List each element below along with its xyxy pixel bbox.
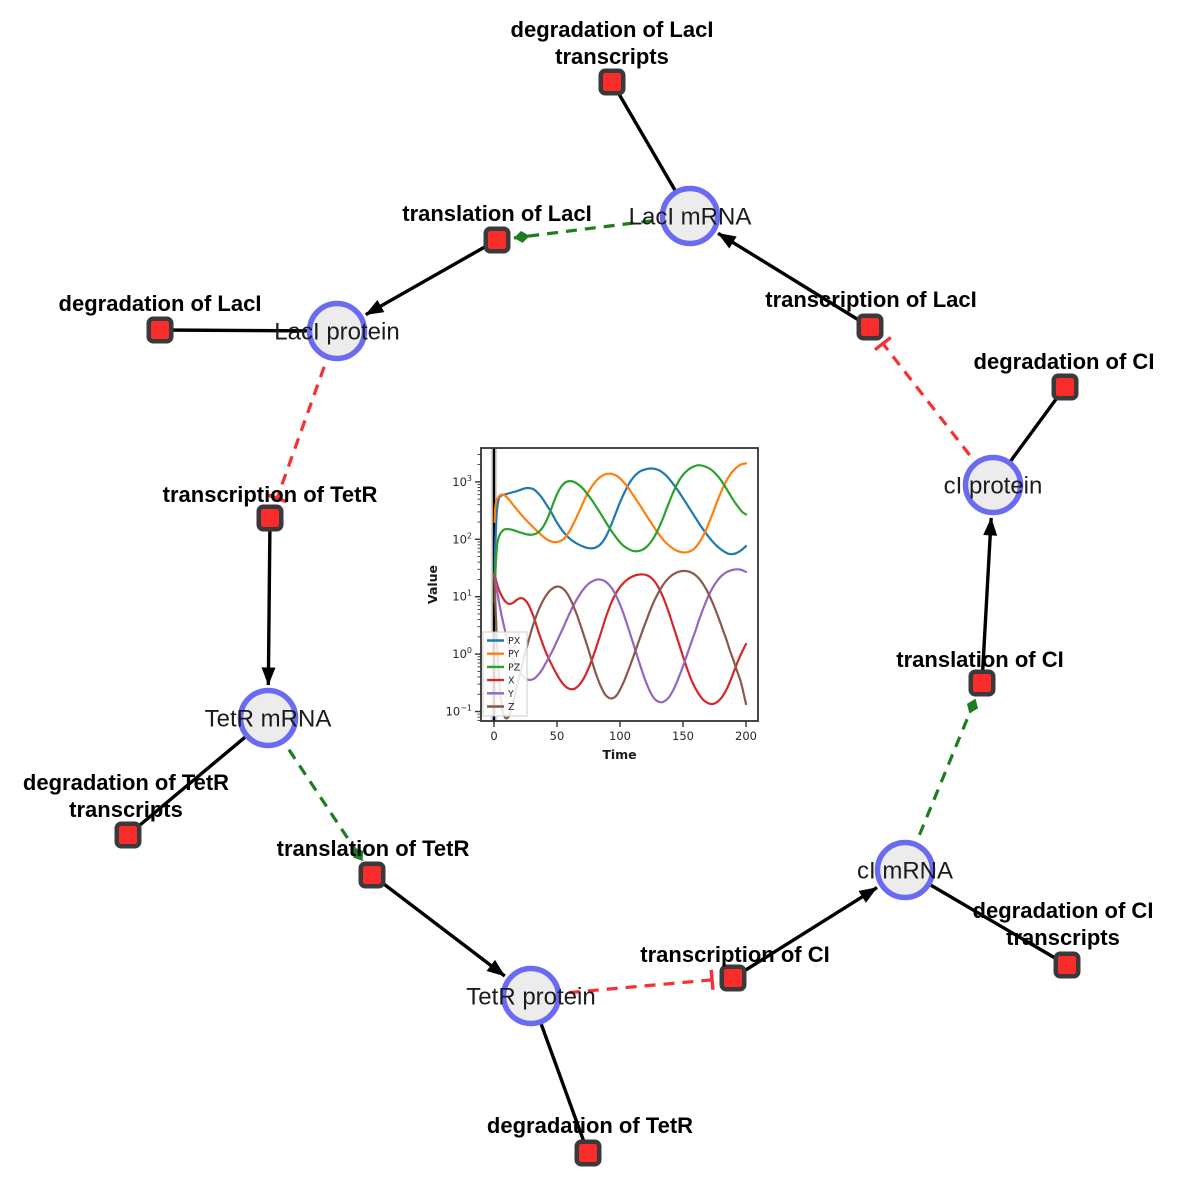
x-tick-label: 200 (735, 729, 757, 743)
chart-series-PY (493, 462, 748, 554)
legend-label-PX: PX (508, 636, 521, 647)
reaction-node-transl-laci (483, 226, 511, 254)
reaction-label-deg-laci-transcripts-line1: degradation of LacI (511, 17, 714, 42)
reaction-label-deg-laci-transcripts-line2: transcripts (555, 44, 669, 69)
timecourse-chart: 0 50 100 150 200Time10−1100101102103ValuePXP… (425, 428, 777, 768)
y-tick-label: 102 (452, 531, 472, 546)
y-tick-label: 101 (452, 589, 472, 604)
species-node-tetr-mrna (237, 687, 299, 749)
legend-label-PZ: PZ (508, 662, 521, 673)
reaction-node-tx-laci (856, 313, 884, 341)
chart-series-X (492, 572, 748, 706)
species-label-ci-protein: cI protein (944, 473, 1043, 500)
reaction-node-transl-ci (968, 669, 996, 697)
chart-legend: PX PY PZ XYZ (482, 631, 528, 717)
x-tick-label: 150 (672, 729, 694, 743)
legend-label-Z: Z (508, 702, 515, 713)
chart-series-PX (493, 467, 748, 581)
reaction-label-deg-ci-transcripts-line1: degradation of CI (973, 898, 1154, 923)
y-tick-label: 10−1 (446, 704, 472, 719)
legend-label-X: X (508, 676, 515, 687)
reaction-label-transl-laci: translation of LacI (402, 201, 591, 226)
reaction-label-transl-tetr: translation of TetR (277, 836, 470, 861)
species-node-tetr-protein (500, 965, 562, 1027)
x-tick-label: 100 (609, 729, 631, 743)
reaction-label-deg-laci: degradation of LacI (59, 291, 262, 316)
reaction-label-deg-ci: degradation of CI (974, 349, 1155, 374)
species-node-laci-mrna (659, 185, 721, 247)
reaction-node-transl-tetr (358, 861, 386, 889)
edge-production-tx-ci-to-ci-mrna (732, 886, 878, 980)
y-tick-label: 103 (452, 474, 472, 489)
edge-production-transl-ci-to-ci-protein (980, 517, 998, 684)
species-label-tetr-mrna: TetR mRNA (205, 706, 332, 733)
reaction-node-deg-laci-transcripts (598, 68, 626, 96)
labels-layer: LacI mRNA LacI protein TetR mRNA TetR prote… (23, 17, 1155, 1138)
species-label-ci-mrna: cI mRNA (857, 858, 953, 885)
x-axis: 0 50 100 150 200 Time (490, 721, 757, 762)
species-label-tetr-protein: TetR protein (466, 984, 595, 1011)
species-label-laci-protein: LacI protein (274, 319, 399, 346)
edge-production-transl-tetr-to-tetr-protein (370, 873, 506, 978)
reaction-label-deg-tetr-transcripts-line1: degradation of TetR (23, 770, 229, 795)
x-tick-label: 0 (490, 729, 497, 743)
reaction-node-deg-tetr (574, 1139, 602, 1167)
species-node-ci-mrna (874, 839, 936, 901)
edge-consumption-ci-mrna-to-deg-ci-transcripts (904, 868, 1068, 967)
edge-consumption-tetr-mrna-to-deg-tetr-transcripts (126, 716, 270, 837)
reaction-label-deg-tetr: degradation of TetR (487, 1113, 693, 1138)
legend-box (482, 631, 528, 717)
reaction-node-tx-tetr (256, 504, 284, 532)
reaction-node-deg-ci (1051, 373, 1079, 401)
reaction-node-deg-laci (146, 316, 174, 344)
reaction-node-tx-ci (719, 964, 747, 992)
reaction-node-deg-ci-transcripts (1053, 951, 1081, 979)
edge-modifier-ci-mrna-to-transl-ci (903, 698, 979, 871)
reaction-node-deg-tetr-transcripts (114, 821, 142, 849)
y-axis: 10−1 100 101 102 103 Value (425, 454, 481, 721)
species-label-laci-mrna: LacI mRNA (629, 204, 752, 231)
y-axis-title: Value (425, 565, 440, 604)
reaction-label-deg-ci-transcripts-line2: transcripts (1006, 925, 1120, 950)
edge-production-tx-tetr-to-tetr-mrna (261, 517, 276, 686)
legend-label-PY: PY (508, 649, 520, 660)
edge-production-transl-laci-to-laci-protein (364, 238, 498, 317)
legend-label-Y: Y (507, 689, 514, 700)
nodes-layer (114, 68, 1081, 1167)
species-node-laci-protein (306, 300, 368, 362)
reaction-label-tx-ci: transcription of CI (640, 942, 829, 967)
reaction-label-tx-laci: transcription of LacI (765, 287, 976, 312)
species-node-ci-protein (962, 454, 1024, 516)
reaction-label-deg-tetr-transcripts-line2: transcripts (69, 797, 183, 822)
x-tick-label: 50 (550, 729, 565, 743)
reaction-label-tx-tetr: transcription of TetR (163, 482, 378, 507)
chart-series-PZ (493, 464, 748, 604)
reaction-label-transl-ci: translation of CI (896, 647, 1063, 672)
edge-production-tx-laci-to-laci-mrna (717, 231, 871, 329)
y-tick-label: 100 (452, 646, 472, 661)
x-axis-title: Time (602, 747, 636, 762)
